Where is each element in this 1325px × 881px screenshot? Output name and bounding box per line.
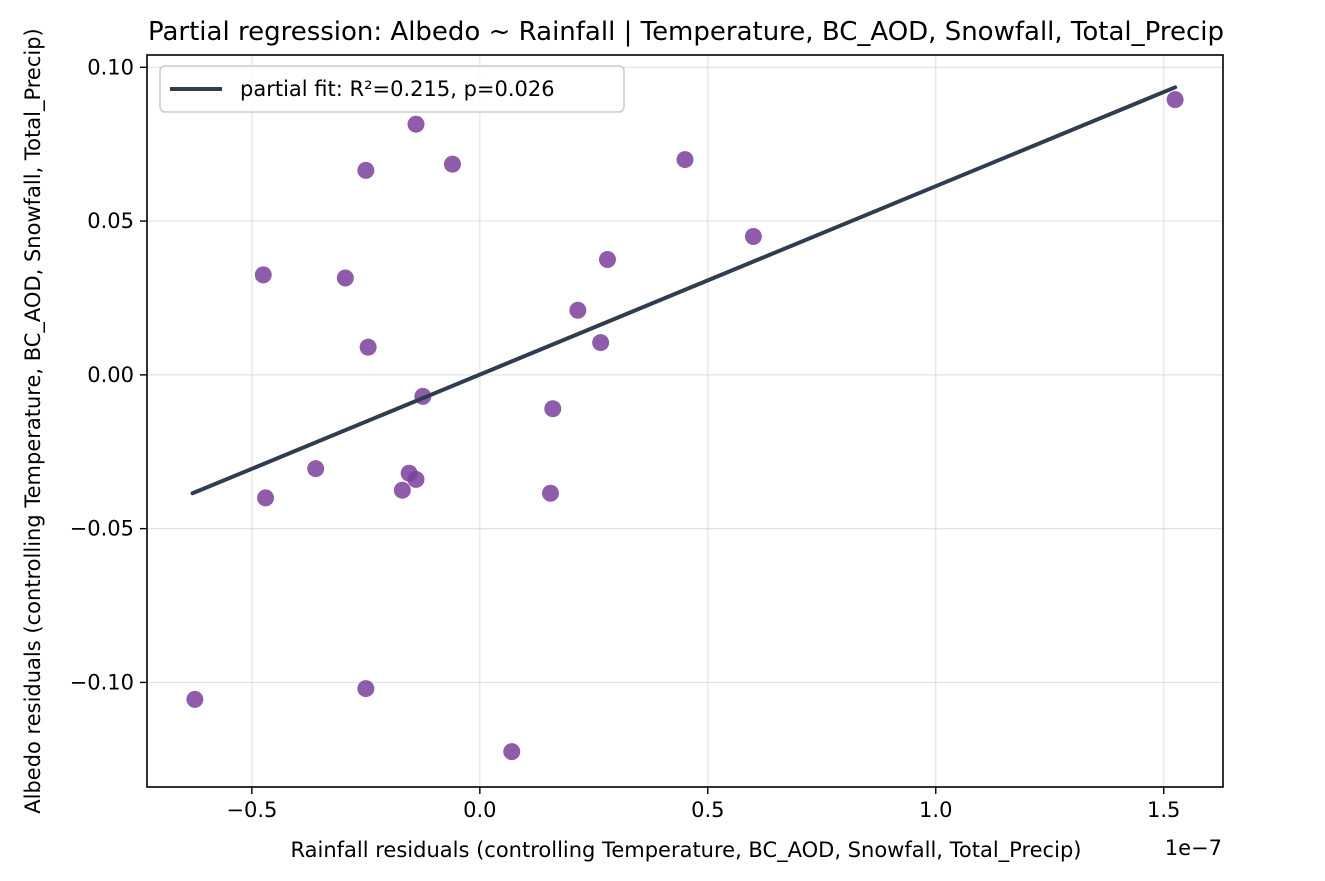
- scatter-point: [443, 155, 461, 173]
- scatter-point: [186, 690, 204, 708]
- scatter-point: [254, 266, 272, 284]
- scatter-point: [357, 680, 375, 698]
- y-tick-label: 0.05: [87, 209, 134, 233]
- scatter-point: [407, 470, 425, 488]
- axis-ticks: −0.5 0.0 0.5 1.0 1.5 −0.10 −0.05 0.00 0.05 0.10: [70, 55, 1181, 822]
- y-tick-label: 0.10: [87, 55, 134, 79]
- scatter-point: [1166, 91, 1184, 109]
- scatter-point: [503, 743, 521, 761]
- y-tick-label: 0.00: [87, 363, 134, 387]
- scatter-point: [257, 489, 275, 507]
- scatter-point: [357, 161, 375, 179]
- x-tick-label: 1.5: [1147, 798, 1180, 822]
- scatter-point: [592, 334, 610, 352]
- x-tick-label: −0.5: [226, 798, 277, 822]
- scatter-point: [744, 227, 762, 245]
- scatter-point: [407, 115, 425, 133]
- scatter-point: [544, 400, 562, 418]
- chart-title: Partial regression: Albedo ~ Rainfall | …: [148, 17, 1224, 47]
- scatter-point: [598, 251, 616, 269]
- y-tick-label: −0.05: [70, 517, 134, 541]
- legend-label: partial fit: R²=0.215, p=0.026: [240, 77, 555, 101]
- scatter-point: [359, 338, 377, 356]
- x-tick-label: 0.5: [691, 798, 724, 822]
- scatter-point: [393, 481, 411, 499]
- fit-line: [190, 85, 1178, 496]
- scatter-point: [336, 269, 354, 287]
- gridlines: [147, 55, 1223, 787]
- legend: partial fit: R²=0.215, p=0.026: [159, 65, 625, 113]
- x-axis-label: Rainfall residuals (controlling Temperat…: [291, 838, 1082, 863]
- scatter-points: [186, 91, 1184, 761]
- y-tick-label: −0.10: [70, 670, 134, 694]
- legend-box: [159, 65, 625, 113]
- y-axis-label: Albedo residuals (controlling Temperatur…: [21, 28, 46, 814]
- scatter-point: [676, 151, 694, 169]
- x-tick-label: 1.0: [919, 798, 952, 822]
- plot-frame: [146, 54, 1224, 788]
- scatter-point: [569, 301, 587, 319]
- x-axis-offset-text: 1e−7: [1165, 836, 1222, 860]
- scatter-point: [542, 484, 559, 502]
- x-tick-label: 0.0: [463, 798, 496, 822]
- scatter-point: [307, 460, 325, 478]
- fit-line-group: [190, 85, 1178, 496]
